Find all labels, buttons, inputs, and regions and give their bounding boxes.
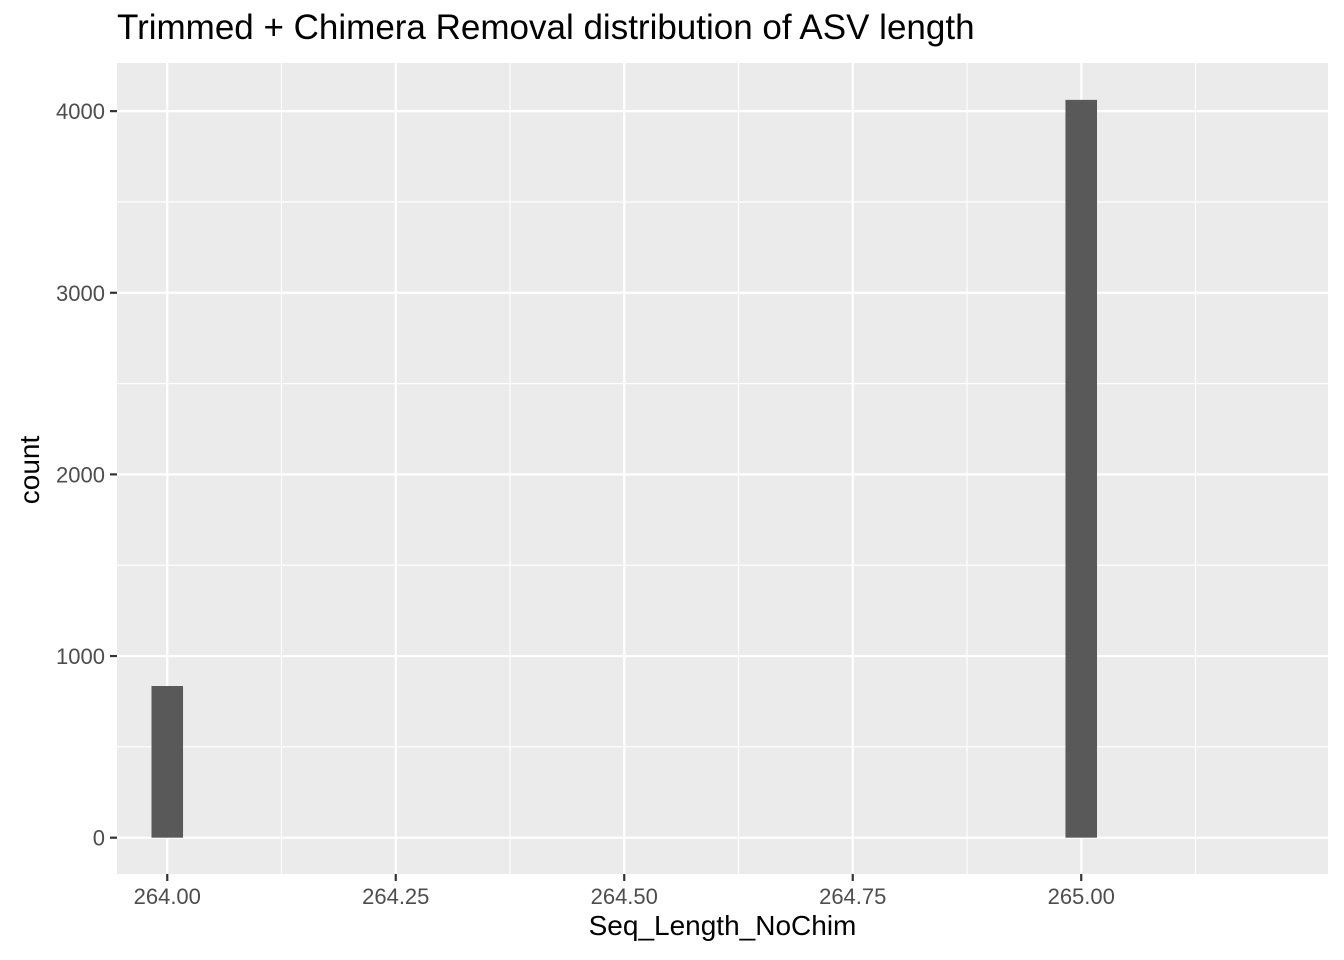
bars-group bbox=[151, 99, 1097, 838]
chart-title: Trimmed + Chimera Removal distribution o… bbox=[117, 8, 975, 47]
y-axis: 0 1000 2000 3000 4000 bbox=[56, 99, 117, 851]
x-tick-label: 264.75 bbox=[819, 884, 886, 909]
x-tick-label: 265.00 bbox=[1048, 884, 1115, 909]
y-tick-label: 1000 bbox=[56, 644, 105, 669]
panel-background bbox=[117, 63, 1328, 874]
y-axis-label: count bbox=[10, 436, 50, 505]
x-axis: 264.00 264.25 264.50 264.75 265.00 bbox=[134, 874, 1115, 909]
grid-minor-lines bbox=[117, 63, 1328, 874]
y-tick-label: 2000 bbox=[56, 462, 105, 487]
histogram-bar bbox=[151, 686, 184, 838]
x-tick-label: 264.00 bbox=[134, 884, 201, 909]
y-tick-label: 3000 bbox=[56, 281, 105, 306]
y-axis-label-text: count bbox=[14, 435, 45, 505]
x-axis-label: Seq_Length_NoChim bbox=[588, 910, 857, 941]
y-tick-label: 0 bbox=[93, 826, 105, 851]
histogram-bar bbox=[1065, 99, 1097, 838]
x-tick-label: 264.25 bbox=[362, 884, 429, 909]
x-tick-label: 264.50 bbox=[591, 884, 658, 909]
y-tick-label: 4000 bbox=[56, 99, 105, 124]
